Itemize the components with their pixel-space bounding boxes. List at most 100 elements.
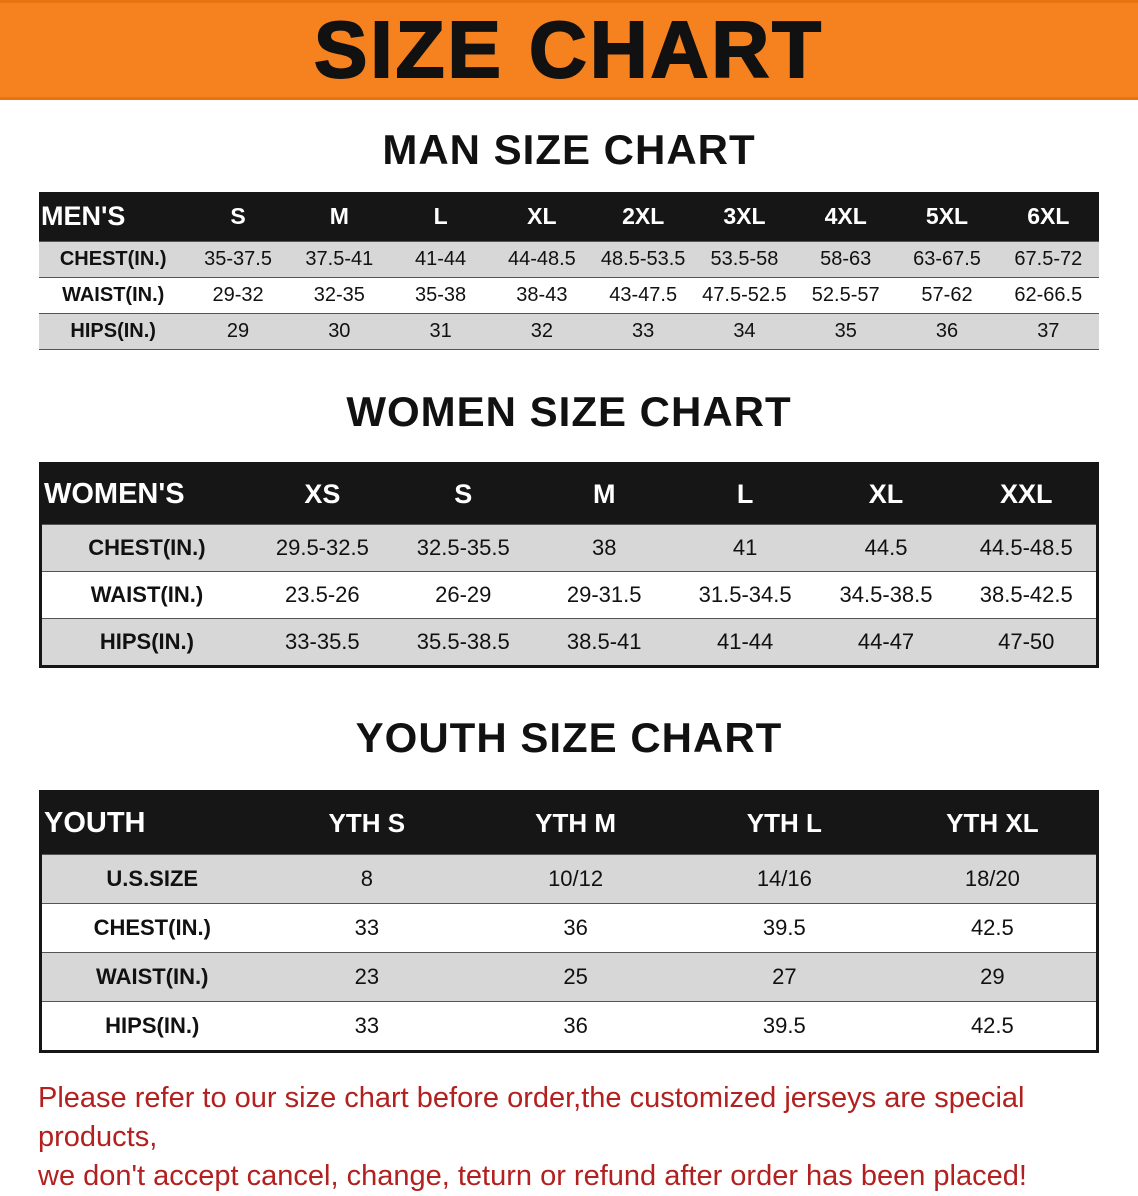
value-cell: 47-50 (998, 629, 1055, 654)
youth-size-chart-heading: YOUTH SIZE CHART (355, 714, 783, 761)
value-cell: 14/16 (756, 866, 812, 891)
size-header-cell: M (533, 463, 675, 525)
value-cell: 8 (360, 866, 373, 891)
table-header-row: MEN'S S M L XL 2XL 3XL 4XL 5XL 6XL (39, 192, 1099, 242)
value-cell: 44.5 (864, 535, 908, 560)
value-cell: 35 (834, 320, 857, 342)
size-header-cell: 2XL (592, 192, 694, 242)
value-cell: 42.5 (970, 1013, 1014, 1038)
size-header-cell: L (389, 192, 492, 242)
value-cell: 58-63 (820, 248, 872, 270)
value-cell: 36 (563, 1013, 588, 1038)
value-cell: 29-32 (212, 284, 264, 306)
size-header-cell: M (288, 192, 390, 242)
value-cell: 36 (563, 915, 588, 940)
table-row: WAIST(IN.) 29-32 32-35 35-38 38-43 43-47.5 47.… (39, 277, 1099, 314)
row-label-cell: HIPS(IN.) (105, 1013, 200, 1038)
value-cell: 34.5-38.5 (839, 582, 933, 607)
value-cell: 26-29 (435, 582, 492, 607)
table-row: WAIST(IN.) 23.5-26 26-29 29-31.5 31.5-34.5 34… (40, 571, 1098, 619)
size-header-cell: S (392, 463, 534, 525)
value-cell: 44-47 (857, 629, 915, 654)
value-cell: 38.5-41 (566, 629, 642, 654)
youth-size-chart-section: YOUTH SIZE CHART YOUTH YTH S YTH M YTH L YTH… (0, 714, 1138, 1053)
row-label-cell: CHEST(IN.) (59, 248, 167, 270)
row-label-cell: WAIST(IN.) (62, 284, 165, 306)
man-size-chart-section: MAN SIZE CHART MEN'S S M L XL 2XL 3XL 4XL 5XL 6XL… (0, 126, 1138, 350)
table-title-cell: MEN'S (39, 192, 188, 242)
value-cell: 48.5-53.5 (600, 248, 686, 270)
women-size-chart-section: WOMEN SIZE CHART WOMEN'S XS S M L XL XXL CHEST(… (0, 388, 1138, 668)
value-cell: 23.5-26 (285, 582, 360, 607)
value-cell: 33 (354, 1013, 380, 1038)
size-header-cell: YTH M (471, 791, 680, 855)
value-cell: 47.5-52.5 (702, 284, 787, 306)
value-cell: 53.5-58 (710, 248, 779, 270)
value-cell: 29 (980, 964, 1005, 989)
table-header-row: WOMEN'S XS S M L XL XXL (40, 463, 1098, 525)
row-label-cell: HIPS(IN.) (99, 629, 194, 654)
size-header-cell: XXL (956, 463, 1098, 525)
value-cell: 62-66.5 (1014, 284, 1083, 306)
size-header-cell: 3XL (693, 192, 796, 242)
table-title-cell: YOUTH (40, 791, 263, 855)
value-cell: 39.5 (762, 915, 806, 940)
value-cell: 41-44 (415, 248, 467, 270)
size-header-cell: XL (815, 463, 957, 525)
row-label-cell: WAIST(IN.) (96, 964, 209, 989)
women-size-chart-heading: WOMEN SIZE CHART (346, 388, 792, 435)
value-cell: 35.5-38.5 (416, 629, 510, 654)
women-size-table: WOMEN'S XS S M L XL XXL CHEST(IN.) 29.5-32.5 32.5… (39, 462, 1099, 668)
size-header-cell: XL (491, 192, 593, 242)
page-title: SIZE CHART (313, 5, 824, 94)
value-cell: 32.5-35.5 (416, 535, 510, 560)
value-cell: 32 (530, 320, 553, 342)
row-label-cell: U.S.SIZE (106, 866, 199, 891)
value-cell: 44-48.5 (507, 248, 576, 270)
table-row: U.S.SIZE 8 10/12 14/16 18/20 (40, 854, 1098, 904)
value-cell: 34 (733, 320, 756, 342)
size-header-cell: YTH XL (888, 791, 1098, 855)
value-cell: 35-37.5 (204, 248, 272, 270)
row-label-cell: CHEST(IN.) (88, 535, 206, 560)
value-cell: 33 (632, 320, 655, 342)
value-cell: 57-62 (921, 284, 973, 306)
size-header-cell: 5XL (896, 192, 998, 242)
value-cell: 35-38 (415, 284, 467, 306)
value-cell: 30 (328, 320, 351, 342)
value-cell: 37 (1037, 320, 1060, 342)
men-size-table: MEN'S S M L XL 2XL 3XL 4XL 5XL 6XL CHEST(IN.) 35-37… (39, 192, 1099, 350)
value-cell: 33 (354, 915, 380, 940)
size-header-cell: YTH L (679, 791, 889, 855)
value-cell: 41-44 (716, 629, 774, 654)
value-cell: 37.5-41 (305, 248, 374, 270)
table-row: WAIST(IN.) 23 25 27 29 (40, 952, 1098, 1002)
value-cell: 38.5-42.5 (979, 582, 1073, 607)
size-header-cell: S (187, 192, 289, 242)
value-cell: 41 (732, 535, 758, 560)
disclaimer-line-2: we don't accept cancel, change, teturn o… (38, 1160, 1027, 1193)
value-cell: 44.5-48.5 (979, 535, 1073, 560)
value-cell: 36 (935, 320, 959, 342)
value-cell: 33-35.5 (285, 629, 360, 654)
value-cell: 10/12 (548, 866, 604, 891)
table-header-row: YOUTH YTH S YTH M YTH L YTH XL (40, 791, 1098, 855)
size-header-cell: 6XL (997, 192, 1099, 242)
value-cell: 38-43 (516, 284, 568, 306)
value-cell: 39.5 (762, 1013, 806, 1038)
row-label-cell: WAIST(IN.) (90, 582, 204, 607)
man-size-chart-heading: MAN SIZE CHART (382, 126, 756, 173)
size-header-cell: L (674, 463, 816, 525)
value-cell: 27 (772, 964, 797, 989)
row-label-cell: CHEST(IN.) (93, 915, 211, 940)
value-cell: 52.5-57 (811, 284, 880, 306)
value-cell: 31 (429, 320, 452, 342)
table-row: HIPS(IN.) 33 36 39.5 42.5 (40, 1001, 1098, 1052)
value-cell: 38 (591, 535, 617, 560)
value-cell: 63-67.5 (913, 248, 981, 270)
disclaimer-text: Please refer to our size chart before or… (38, 1079, 1100, 1196)
value-cell: 29-31.5 (566, 582, 642, 607)
youth-size-table: YOUTH YTH S YTH M YTH L YTH XL U.S.SIZE 8 10/12… (39, 790, 1099, 1053)
value-cell: 67.5-72 (1014, 248, 1083, 270)
